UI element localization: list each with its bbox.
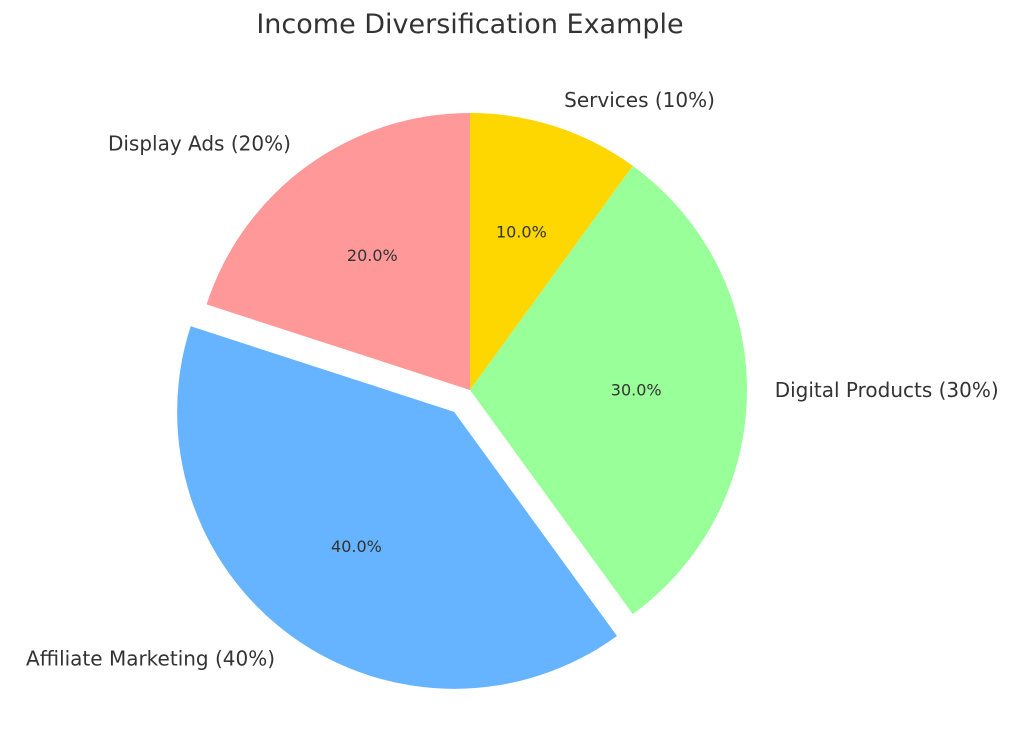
slice-category-label: Digital Products (30%) (775, 378, 999, 402)
slice-category-label: Display Ads (20%) (108, 131, 291, 155)
slice-category-label: Affiliate Marketing (40%) (26, 646, 275, 670)
pie-slice-0 (470, 113, 633, 390)
slice-percent-label: 30.0% (611, 381, 662, 400)
slice-percent-label: 40.0% (331, 537, 382, 556)
slice-percent-label: 10.0% (496, 222, 547, 241)
chart-title: Income Diversification Example (256, 9, 683, 40)
slice-percent-label: 20.0% (347, 246, 398, 265)
pie-slice-3 (206, 113, 470, 390)
pie-slices (177, 113, 748, 689)
pie-slice-1 (470, 165, 748, 615)
pie-slice-2 (177, 326, 617, 689)
slice-category-label: Services (10%) (564, 88, 715, 112)
pie-labels: 10.0% Services (10%) 30.0% Digital Products… (26, 88, 999, 670)
